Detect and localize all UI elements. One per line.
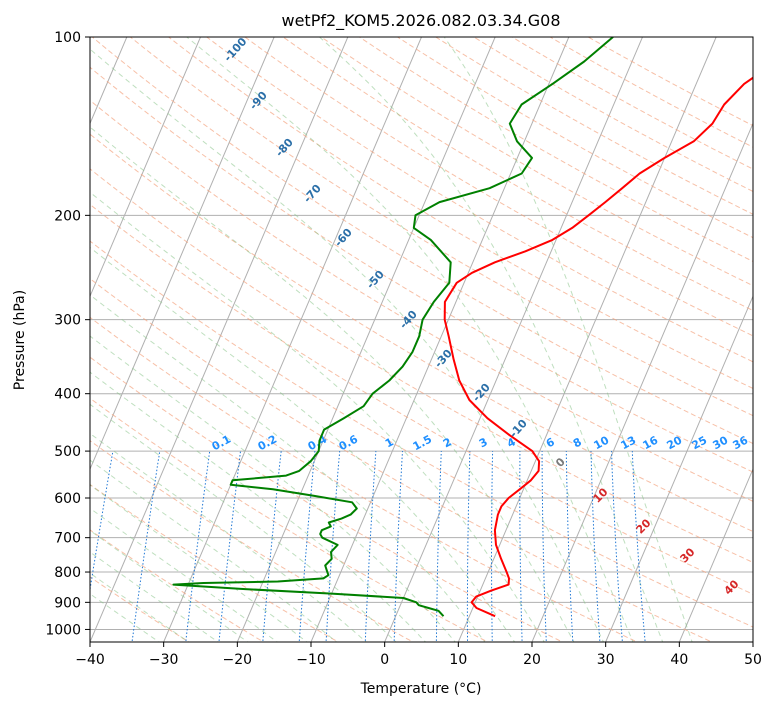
- dry-adiabat: [90, 529, 265, 642]
- moist-adiabat: [90, 246, 516, 642]
- isotherm: [163, 37, 422, 642]
- dry-adiabat: [90, 168, 753, 563]
- moist-adiabat: [90, 371, 427, 642]
- x-tick-label: 40: [670, 652, 688, 668]
- moist-adiabat: [90, 403, 397, 642]
- y-tick-label: 1000: [45, 622, 81, 638]
- y-ticks: 100 200 300 400 500 600 700 800 900 1000: [45, 30, 90, 638]
- mixing-ratio-label: 25: [690, 434, 710, 453]
- moist-adiabat: [90, 432, 367, 642]
- dry-adiabat: [90, 278, 713, 642]
- moist-adiabat: [90, 459, 338, 642]
- x-tick-label: −10: [296, 652, 326, 668]
- mixing-ratio-label: 30: [711, 433, 731, 452]
- mixing-ratio-line: [131, 451, 161, 642]
- x-tick-label: 10: [449, 652, 467, 668]
- isotherm: [531, 122, 753, 642]
- moist-adiabat: [443, 37, 693, 642]
- mixing-ratio-label: 16: [641, 433, 661, 452]
- mixing-ratio-label: 20: [665, 433, 685, 452]
- isotherm: [90, 37, 349, 642]
- plot-background: [90, 37, 753, 642]
- dry-adiabat: [90, 240, 753, 628]
- moist-adiabat: [90, 48, 605, 642]
- y-tick-label: 500: [54, 444, 81, 460]
- mixing-ratio-label: 36: [731, 433, 751, 452]
- background-lines: [90, 37, 753, 642]
- y-tick-label: 900: [54, 595, 81, 611]
- y-tick-label: 600: [54, 491, 81, 507]
- moist-adiabat: [319, 37, 664, 642]
- y-tick-label: 100: [54, 30, 81, 46]
- y-tick-label: 800: [54, 565, 81, 581]
- x-tick-label: −20: [223, 652, 253, 668]
- moist-adiabat: [90, 572, 190, 642]
- x-axis-label: Temperature (°C): [360, 681, 482, 697]
- plot-frame: [89, 36, 754, 643]
- isotherm: [384, 37, 643, 642]
- moist-adiabat: [90, 551, 219, 642]
- x-tick-label: 20: [523, 652, 541, 668]
- y-tick-label: 200: [54, 208, 81, 224]
- dry-adiabat: [129, 37, 753, 417]
- moist-adiabat: [90, 529, 249, 642]
- dewpoint-profile: [172, 37, 614, 617]
- mixing-ratio-label: 10: [592, 433, 612, 452]
- dry-adiabat: [90, 316, 639, 642]
- chart-title: wetPf2_KOM5.2026.082.03.34.G08: [281, 11, 560, 31]
- isotherm: [678, 467, 753, 642]
- moist-adiabat: [90, 484, 308, 642]
- isotherm: [236, 37, 496, 642]
- dry-adiabat: [167, 37, 753, 389]
- x-tick-label: −30: [149, 652, 179, 668]
- y-tick-label: 700: [54, 531, 81, 547]
- y-axis-label: Pressure (hPa): [12, 290, 28, 390]
- y-tick-label: 400: [54, 387, 81, 403]
- moist-adiabat: [90, 191, 545, 642]
- isotherm: [605, 295, 753, 642]
- isotherm: [752, 640, 753, 642]
- moist-adiabat: [90, 593, 161, 642]
- x-tick-label: 50: [744, 652, 762, 668]
- temperature-profile: [443, 76, 753, 618]
- moist-adiabat: [90, 126, 575, 642]
- x-ticks: −40 −30 −20 −10 0 10 20 30 40 50: [75, 642, 762, 668]
- x-tick-label: 0: [380, 652, 389, 668]
- mixing-ratio-line: [90, 451, 114, 593]
- moist-adiabat: [90, 335, 456, 642]
- dry-adiabat: [90, 356, 564, 642]
- isotherm: [457, 37, 717, 642]
- dry-adiabat: [90, 133, 753, 533]
- x-tick-label: 30: [597, 652, 615, 668]
- mixing-ratio-label: 13: [619, 434, 639, 453]
- isotherm: [90, 37, 201, 298]
- moist-adiabat: [186, 37, 634, 642]
- x-tick-label: −40: [75, 652, 105, 668]
- isotherm: [90, 37, 275, 471]
- dry-adiabat: [90, 66, 753, 473]
- y-tick-label: 300: [54, 313, 81, 329]
- profiles: [172, 37, 753, 618]
- dry-adiabat: [91, 37, 753, 445]
- dry-adiabat: [90, 203, 753, 595]
